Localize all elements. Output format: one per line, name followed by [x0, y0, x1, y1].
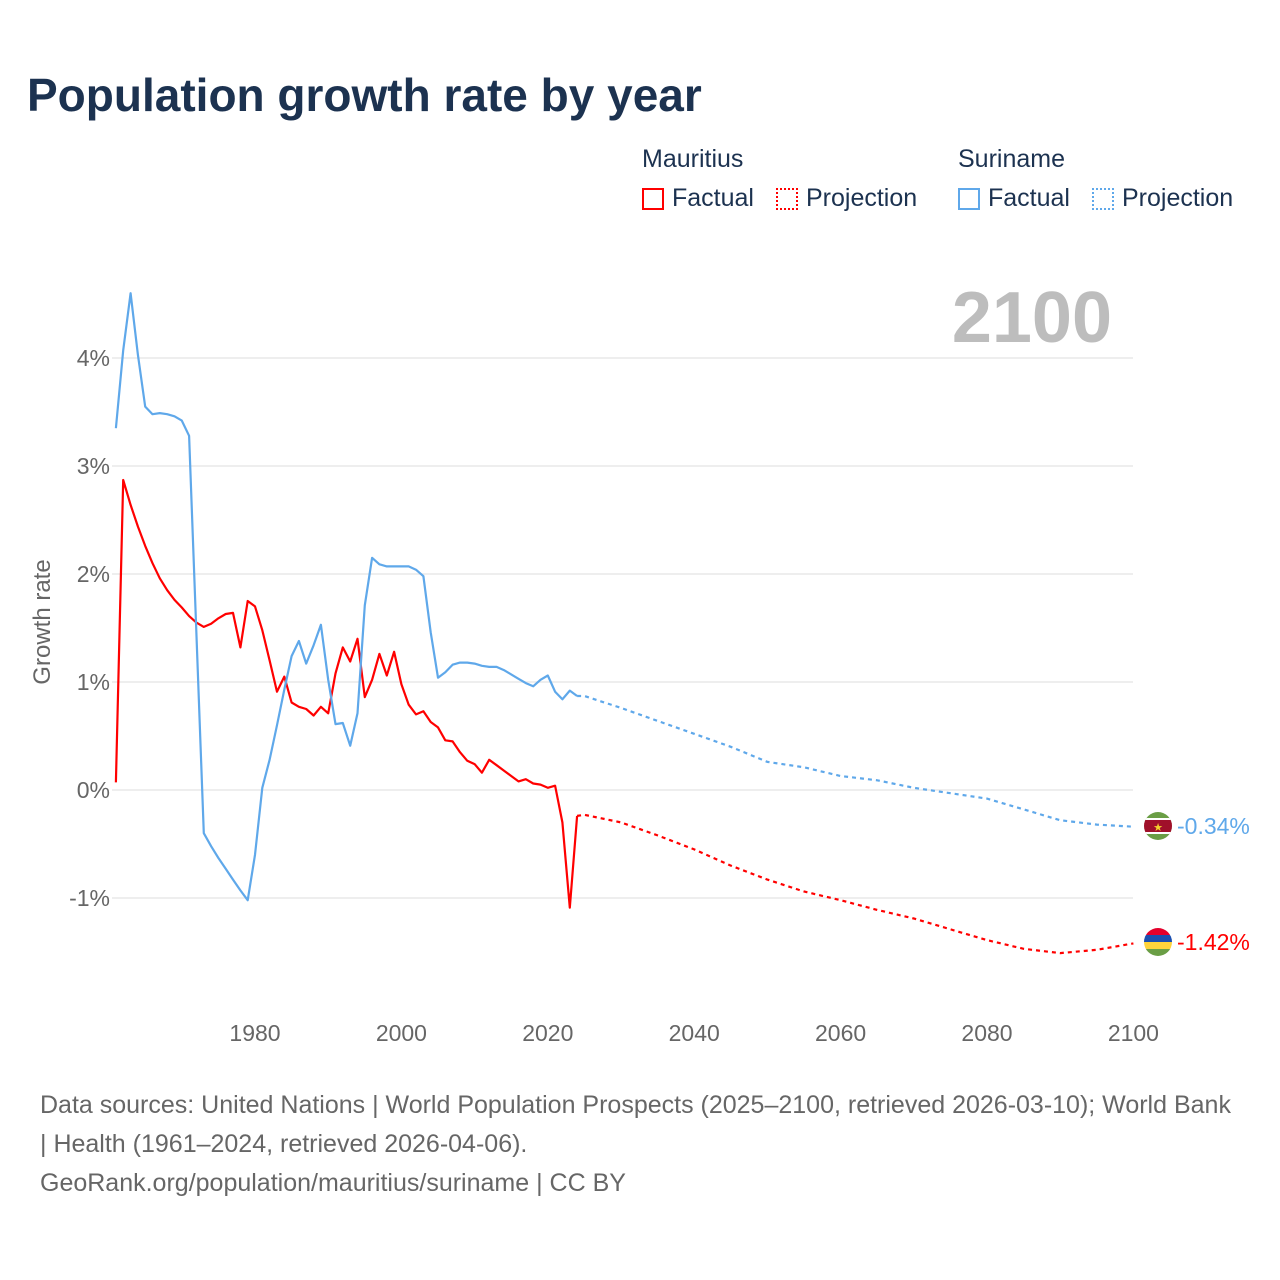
x-tick-label: 2020	[522, 1020, 573, 1046]
source-link[interactable]: GeoRank.org/population/mauritius/surinam…	[40, 1169, 626, 1197]
dotted-swatch-icon	[1091, 187, 1114, 210]
mauritius-projection-line	[576, 813, 1134, 955]
y-tick-label: 0%	[77, 777, 110, 803]
y-tick-label: 1%	[77, 669, 110, 695]
legend-suriname-factual[interactable]: Factual	[958, 184, 1070, 213]
y-tick-label: -1%	[69, 885, 110, 911]
series-lines	[114, 292, 1134, 955]
data-sources: Data sources: United Nations | World Pop…	[40, 1091, 1231, 1158]
suriname-factual-line	[114, 292, 578, 902]
footer: Data sources: United Nations | World Pop…	[40, 1086, 1240, 1203]
x-tick-label: 2100	[1108, 1020, 1159, 1046]
y-tick-label: 2%	[77, 561, 110, 587]
legend-suriname: Suriname Factual Projection	[958, 145, 1249, 213]
legend-mauritius: Mauritius Factual Projection	[642, 145, 933, 213]
legend-mauritius-projection[interactable]: Projection	[775, 184, 918, 213]
x-axis-ticks: 1980 2000 2020 2040 2060 2080 2100	[229, 1020, 1159, 1046]
x-tick-label: 2040	[669, 1020, 720, 1046]
gridlines	[112, 357, 1133, 899]
legend-label: Projection	[805, 184, 918, 212]
legend-label: Factual	[988, 184, 1070, 212]
y-tick-label: 3%	[77, 453, 110, 479]
line-chart: -1% 0% 1% 2% 3% 4% 1980 2000 2020 2040 2060 2080 21…	[29, 278, 1250, 1046]
solid-swatch-icon	[958, 187, 980, 210]
chart-title: Population growth rate by year	[27, 69, 702, 121]
mauritius-factual-line	[114, 478, 579, 909]
legend-country: Suriname	[958, 145, 1065, 173]
suriname-end-label: -0.34%	[1177, 813, 1250, 839]
legend-suriname-projection[interactable]: Projection	[1091, 184, 1234, 213]
mauritius-flag-icon	[1144, 928, 1172, 956]
svg-text:★: ★	[1153, 822, 1163, 834]
x-tick-label: 2000	[376, 1020, 427, 1046]
suriname-projection-line	[577, 694, 1134, 828]
year-label: 2100	[952, 278, 1112, 358]
legend-mauritius-factual[interactable]: Factual	[642, 184, 754, 213]
x-tick-label: 2080	[961, 1020, 1012, 1046]
mauritius-end-label: -1.42%	[1177, 929, 1250, 955]
legend-label: Projection	[1121, 184, 1234, 212]
legend-country: Mauritius	[642, 145, 744, 173]
dotted-swatch-icon	[775, 187, 798, 210]
legend-label: Factual	[672, 184, 754, 212]
y-axis-ticks: -1% 0% 1% 2% 3% 4%	[69, 345, 110, 911]
y-tick-label: 4%	[77, 345, 110, 371]
x-tick-label: 2060	[815, 1020, 866, 1046]
x-tick-label: 1980	[229, 1020, 280, 1046]
y-axis-label: Growth rate	[29, 559, 56, 684]
suriname-flag-icon: ★	[1144, 812, 1172, 840]
solid-swatch-icon	[642, 187, 664, 210]
